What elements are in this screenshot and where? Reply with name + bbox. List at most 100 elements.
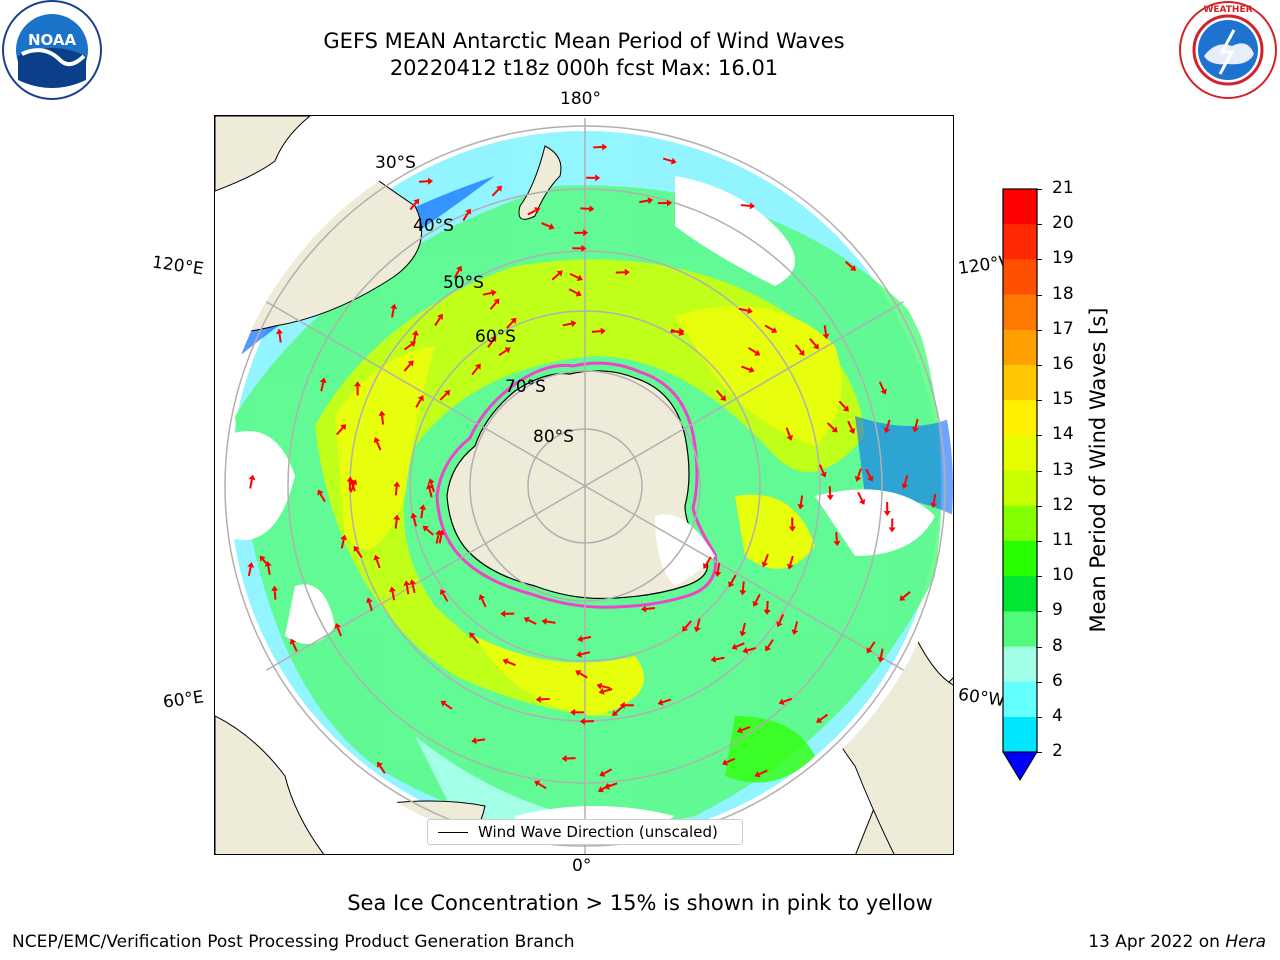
wind-arrows — [247, 143, 938, 793]
wind-arrow-head — [833, 540, 841, 547]
wind-arrow-shaft — [696, 618, 701, 628]
wind-arrow-shaft — [878, 381, 885, 391]
colorbar-segment — [1003, 400, 1037, 436]
wind-arrow-shaft — [336, 427, 344, 436]
wind-arrow-shaft — [819, 713, 829, 721]
wind-arrow-head — [377, 761, 383, 768]
wind-arrow-shaft — [278, 333, 282, 343]
wind-arrow-head — [752, 600, 759, 607]
wind-arrow-shaft — [379, 765, 386, 774]
wind-arrow-shaft — [376, 441, 382, 451]
colorbar-segment — [1003, 435, 1037, 472]
wind-arrow-head — [826, 495, 834, 501]
colorbar-tick-mark — [1036, 505, 1042, 507]
wind-arrow-head — [763, 609, 771, 615]
wind-arrow-head — [602, 143, 608, 151]
wind-arrow-shaft — [857, 491, 864, 501]
wind-arrow-shaft — [403, 343, 413, 351]
colorbar-tick-label: 8 — [1052, 635, 1063, 656]
wind-arrow-shaft — [481, 598, 487, 608]
wind-arrow-shaft — [471, 366, 479, 376]
wind-arrow-shaft — [684, 620, 692, 629]
colorbar-tick-label: 19 — [1052, 248, 1074, 269]
colorbar-tick-mark — [1036, 329, 1042, 331]
wind-arrow-head — [373, 437, 381, 444]
colorbar-tick-label: 21 — [1052, 178, 1074, 198]
wind-arrow-shaft — [826, 422, 835, 430]
wind-arrow-shaft — [608, 782, 618, 788]
wind-arrow-head — [469, 632, 476, 639]
wind-arrow-shaft — [412, 334, 417, 345]
wind-arrow-head — [848, 427, 856, 435]
colorbar-segment — [1003, 646, 1037, 683]
colorbar-tick-label: 16 — [1052, 354, 1074, 374]
footer-host: Hera — [1225, 932, 1266, 952]
wind-arrow-shaft — [320, 382, 325, 392]
wind-arrow-head — [710, 655, 717, 663]
wind-arrow-shaft — [527, 209, 537, 216]
wind-arrow-shaft — [355, 549, 363, 558]
wind-arrow-shaft — [726, 757, 736, 764]
colorbar-label: Mean Period of Wind Waves [s] — [1086, 307, 1110, 633]
wind-arrow-shaft — [498, 349, 508, 357]
colorbar-tick-label: 6 — [1052, 670, 1063, 691]
wind-arrow-head — [912, 426, 919, 433]
wind-arrow-head — [813, 343, 819, 350]
wind-arrow-head — [548, 223, 555, 230]
lon-label-60e: 60°E — [161, 687, 206, 713]
wind-arrow-head — [334, 622, 341, 629]
wind-arrow-head — [353, 545, 360, 552]
wind-arrow-shaft — [381, 415, 385, 425]
wind-arrow-head — [599, 770, 606, 777]
wind-arrow-shaft — [764, 324, 774, 331]
wind-arrow-head — [426, 483, 433, 490]
wind-arrow-head — [595, 174, 601, 182]
wind-arrow-shaft — [603, 768, 613, 775]
wind-arrow-head — [439, 589, 447, 596]
wind-arrow-shaft — [741, 726, 751, 732]
wind-arrow-head — [797, 503, 805, 510]
colorbar-tick-label: 4 — [1052, 706, 1063, 726]
polar-map: 30°S 40°S 50°S 60°S 70°S 80°S Wind Wave … — [214, 115, 954, 855]
wind-arrow-shaft — [425, 528, 434, 536]
wind-arrow-shaft — [778, 614, 785, 624]
wind-arrow-head — [748, 366, 755, 373]
wind-arrow-head — [577, 635, 583, 643]
colorbar — [1002, 188, 1038, 781]
colorbar-extend-triangle — [1002, 751, 1038, 781]
wind-arrow-shaft — [405, 585, 410, 595]
colorbar-tick-mark — [1036, 646, 1042, 648]
wind-arrow-shaft — [715, 389, 724, 398]
wind-arrow-shaft — [591, 330, 601, 333]
wind-arrow-head — [373, 554, 381, 561]
wind-arrow-head — [596, 682, 603, 690]
wind-arrow-head — [500, 610, 506, 618]
wind-arrow-shaft — [462, 212, 469, 222]
wind-arrow-head — [350, 479, 358, 486]
lat-label-40: 40°S — [413, 216, 454, 236]
wind-arrow-head — [888, 527, 896, 533]
colorbar-tick-mark — [1036, 435, 1042, 437]
wind-arrow-shaft — [569, 272, 579, 279]
wind-arrow-head — [534, 780, 541, 787]
wind-arrow-head — [579, 717, 586, 725]
wind-arrow-shaft — [471, 635, 480, 644]
wind-arrow-shaft — [368, 601, 373, 612]
wind-arrow-head — [340, 424, 347, 431]
wind-arrow-shaft — [391, 308, 395, 318]
wind-arrow-head — [490, 336, 497, 343]
wind-arrow-head — [736, 726, 743, 734]
wind-arrow-shaft — [615, 705, 624, 714]
wind-arrow-head — [901, 483, 909, 489]
wind-arrow-shaft — [247, 566, 252, 577]
wind-arrow-head — [319, 377, 327, 384]
wind-arrow-shaft — [740, 204, 751, 207]
wind-arrow-head — [407, 360, 414, 367]
wind-arrow-shaft — [741, 581, 745, 591]
wind-arrow-shaft — [767, 639, 774, 648]
wind-arrow-head — [264, 561, 272, 567]
wind-arrow-shaft — [439, 392, 448, 401]
wind-arrow-shaft — [403, 363, 412, 372]
wind-arrow-head — [754, 771, 761, 778]
wind-arrow-shaft — [903, 475, 909, 485]
